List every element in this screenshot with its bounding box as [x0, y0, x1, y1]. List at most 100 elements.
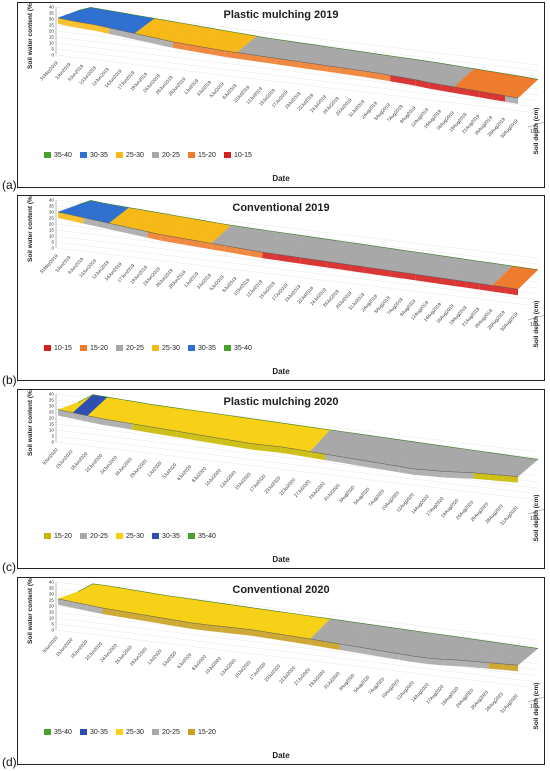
surface-front-band — [206, 624, 222, 633]
panel-label: (b) — [2, 373, 17, 387]
series-line-30cm — [57, 211, 519, 290]
series-line-30cm — [57, 17, 519, 99]
surface-front-band — [377, 268, 391, 277]
surface-front-band — [390, 75, 403, 84]
x-tick-label: 3Jul2020 — [161, 462, 177, 480]
y-tick-label: 15 — [49, 422, 55, 427]
chart-svg: Plastic mulching 20190510152025303540Soi… — [27, 3, 544, 183]
surface-front-band — [454, 279, 467, 288]
surface-front-band — [384, 651, 400, 660]
z-axis-line — [527, 121, 544, 128]
surface-front-band — [503, 475, 518, 483]
surface-front-band — [428, 82, 442, 91]
surface-front-band — [326, 65, 340, 74]
surface-front-band — [403, 77, 416, 86]
y-tick-label: 0 — [51, 53, 54, 58]
surface-front-band — [377, 73, 391, 82]
surface-front-band — [466, 89, 480, 98]
legend-swatch — [224, 152, 231, 158]
surface-front-band — [310, 451, 326, 461]
surface-front-band — [147, 615, 162, 624]
chart-svg: Plastic mulching 20200510152025303540Soi… — [27, 390, 544, 564]
z-axis-line — [527, 314, 544, 321]
surface-front-band — [265, 445, 281, 453]
gridline — [55, 241, 539, 301]
chart-panel: Plastic mulching 2019 0 5 10 15 20 25 30 35 40 Soi… — [17, 2, 545, 188]
legend-label: 20-25 — [162, 729, 180, 736]
chart-panel: Conventional 2019 0 5 10 15 20 25 30 35 40 Soil wa… — [17, 195, 545, 381]
surface-front-band — [132, 423, 148, 433]
surface-front-band — [443, 659, 459, 667]
legend-label: 20-25 — [162, 152, 180, 159]
y-tick-label: 40 — [49, 5, 55, 10]
surface-front-band — [443, 471, 459, 479]
legend-swatch — [152, 152, 159, 158]
surface-front-band — [403, 272, 416, 281]
surface-front-band — [161, 428, 177, 438]
series-line-30cm — [57, 598, 519, 666]
surface-front-band — [503, 663, 518, 672]
legend-swatch — [188, 345, 195, 351]
x-axis-title: Date — [272, 555, 290, 564]
surface-front-band — [211, 48, 225, 57]
y-tick-label: 30 — [49, 210, 55, 215]
surface-front-band — [415, 274, 429, 283]
surface-front-band — [473, 661, 489, 669]
surface-front-band — [206, 436, 222, 445]
y-tick-label: 15 — [49, 228, 55, 233]
surface-front-band — [262, 56, 276, 65]
legend-label: 30-35 — [90, 152, 108, 159]
z-tick-label: 10 — [530, 704, 536, 710]
legend-swatch — [116, 729, 123, 735]
legend-swatch — [152, 729, 159, 735]
y-tick-label: 35 — [49, 204, 55, 209]
surface-front-band — [458, 660, 474, 668]
y-axis-title: Soil water content (%) — [27, 578, 34, 644]
chart-title: Plastic mulching 2019 — [224, 9, 339, 21]
legend-swatch — [44, 729, 51, 735]
surface-front-band — [191, 622, 207, 631]
legend-label: 35-40 — [198, 533, 216, 540]
legend-swatch — [44, 345, 51, 351]
surface-front-band — [58, 409, 73, 419]
y-tick-label: 40 — [49, 580, 55, 585]
surface-front-band — [288, 60, 301, 68]
y-tick-label: 40 — [49, 392, 55, 397]
legend-swatch — [44, 152, 51, 158]
y-tick-label: 5 — [51, 434, 54, 439]
surface-front-band — [236, 627, 251, 636]
y-tick-label: 5 — [51, 622, 54, 627]
gridline — [55, 429, 539, 489]
surface-front-band — [221, 438, 237, 448]
surface-front-band — [390, 270, 403, 279]
surface-front-band — [354, 646, 370, 655]
y-tick-label: 20 — [49, 222, 55, 227]
surface-front-band — [265, 631, 281, 641]
surface-front-band — [399, 653, 415, 663]
y-tick-label: 20 — [49, 29, 55, 34]
surface-front-band — [83, 22, 97, 32]
surface-front-band — [505, 95, 518, 104]
z-axis-title: Soil depth (cm) — [533, 683, 540, 730]
gridline — [55, 435, 539, 495]
z-axis-title: Soil depth (cm) — [533, 495, 540, 542]
y-tick-label: 0 — [51, 246, 54, 251]
y-tick-label: 5 — [51, 240, 54, 245]
z-tick-label: 10 — [530, 322, 536, 328]
surface-front-band — [176, 620, 192, 629]
y-tick-label: 25 — [49, 598, 55, 603]
x-axis-title: Date — [272, 751, 290, 760]
gridline — [55, 617, 539, 677]
legend-label: 15-20 — [198, 729, 216, 736]
y-tick-label: 20 — [49, 604, 55, 609]
legend-label: 30-35 — [90, 729, 108, 736]
x-tick-label: 8Jul2020 — [191, 466, 207, 484]
legend-swatch — [152, 533, 159, 539]
surface-front-band — [313, 63, 327, 72]
surface-front-band — [473, 472, 489, 481]
surface-front-band — [236, 52, 250, 61]
legend-swatch — [224, 345, 231, 351]
surface-front-band — [160, 234, 173, 243]
surface-front-band — [58, 598, 73, 608]
